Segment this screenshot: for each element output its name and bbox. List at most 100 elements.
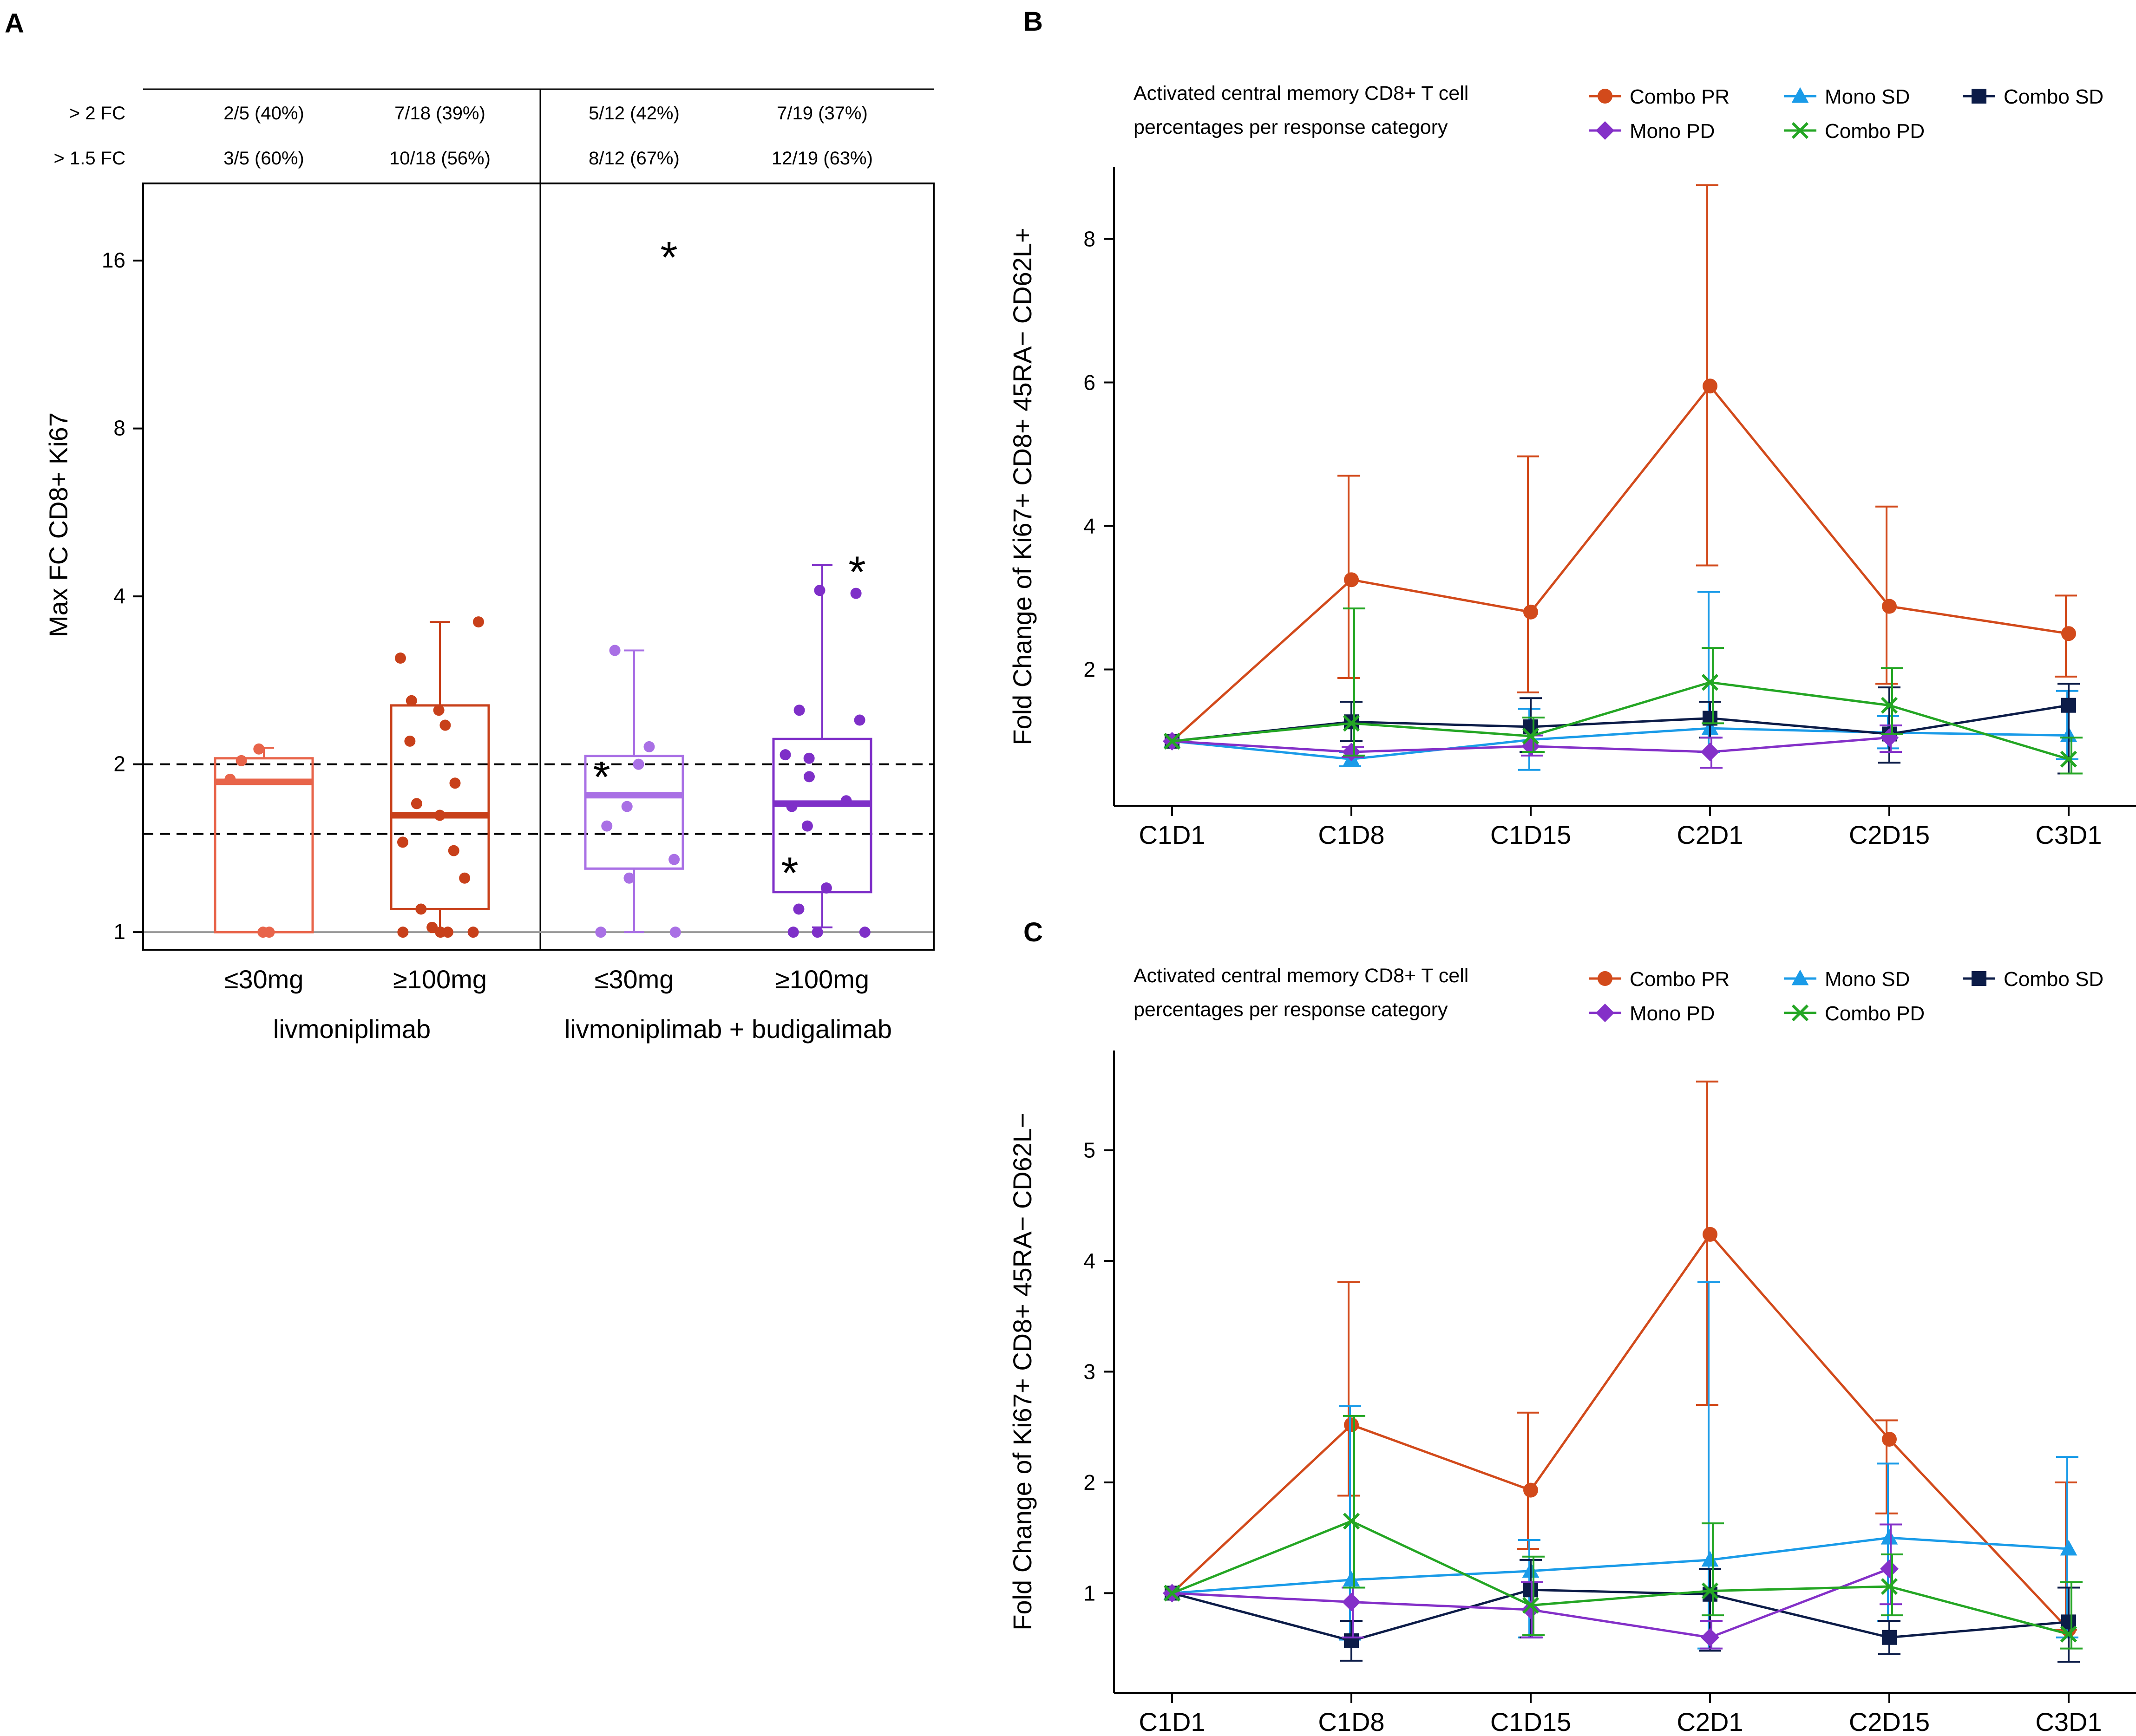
panel-b-linechart: 2 4 6 8 C1D1 C1D8 C1D15 C2D1 C2D15 C3D1 Fold Chang… (1008, 82, 2136, 849)
series-line (1172, 1520, 2069, 1636)
x-tick-label: C3D1 (2035, 820, 2102, 849)
box-point (442, 927, 453, 938)
box-point (411, 798, 422, 809)
y-tick-label: 16 (102, 248, 125, 272)
legend-marker (1791, 1004, 1809, 1022)
panel-a-boxplot: > 2 FC 2/5 (40%) 7/18 (39%) 5/12 (42%) 7/19 … (44, 88, 935, 1044)
data-point (1522, 728, 1540, 745)
box-point (801, 820, 813, 832)
series-combo-pr (1165, 184, 2077, 749)
plot-frame (142, 183, 935, 951)
box-iqr (584, 755, 684, 870)
chart-subtitle-line: percentages per response category (1134, 116, 1448, 138)
data-point (2060, 1540, 2077, 1556)
box-point (472, 616, 484, 628)
x-category-label: ≥100mg (393, 965, 487, 994)
box-star-outlier: * (848, 548, 865, 597)
box-point (601, 820, 613, 832)
header-cell: 7/18 (39%) (394, 103, 485, 124)
legend-label: Combo SD (2004, 968, 2103, 991)
box-point (224, 773, 236, 785)
box-point (434, 809, 446, 821)
y-tick-label: 1 (113, 920, 125, 944)
data-point (2060, 751, 2077, 768)
data-point (2061, 1614, 2076, 1630)
y-tick-label: 4 (113, 584, 125, 608)
data-point (1344, 1417, 1359, 1432)
y-tick-label: 2 (1083, 657, 1095, 681)
box-point (439, 719, 451, 731)
box-point (669, 927, 681, 938)
data-point (2061, 626, 2076, 641)
data-point (1701, 743, 1719, 762)
x-category-label: ≤30mg (224, 965, 304, 994)
legend-label: Mono PD (1630, 120, 1715, 143)
box-point (803, 752, 815, 764)
legend-item: Combo PR (1589, 968, 1730, 991)
box-point (433, 705, 445, 716)
y-tick-label: 8 (113, 416, 125, 440)
legend-label: Combo PD (1825, 1002, 1925, 1025)
series-line (1172, 727, 2069, 761)
box-point (404, 735, 416, 747)
box-point (787, 927, 799, 938)
x-tick-label: C1D15 (1490, 1707, 1571, 1736)
box-point (623, 872, 635, 884)
y-tick-label: 3 (1083, 1360, 1095, 1384)
x-tick-label: C3D1 (2035, 1707, 2102, 1736)
box-point (397, 836, 408, 848)
chart-subtitle-line: Activated central memory CD8+ T cell (1134, 965, 1468, 987)
series-line (1172, 1588, 2069, 1642)
data-point (1522, 1597, 1540, 1614)
box-point (633, 758, 644, 770)
y-tick-label: 1 (1083, 1581, 1095, 1605)
box-point (780, 749, 791, 761)
data-point (1342, 743, 1361, 762)
box-iqr (772, 737, 872, 894)
legend-item: Combo SD (1963, 968, 2103, 991)
x-tick-label: C2D1 (1677, 1707, 1743, 1736)
legend-label: Combo PR (1630, 85, 1730, 108)
header-cell: 3/5 (60%) (223, 148, 304, 169)
box-star-outlier: * (660, 233, 677, 282)
box-point (397, 927, 409, 938)
series-combo-pd (1163, 607, 2083, 775)
header-cell: 7/19 (37%) (777, 103, 868, 124)
box-point (793, 903, 805, 915)
legend-marker (1972, 89, 1986, 104)
x-tick-label: C2D1 (1677, 820, 1743, 849)
box-star-outlier: * (593, 752, 610, 802)
data-point (1882, 599, 1897, 614)
x-tick-label: C2D15 (1849, 820, 1930, 849)
x-category-label: ≤30mg (595, 965, 674, 994)
x-tick-label: C1D8 (1318, 1707, 1384, 1736)
box-point (406, 695, 417, 706)
y-tick-label: 4 (1083, 1249, 1095, 1273)
legend-item: Mono SD (1784, 85, 1910, 108)
legend-label: Combo SD (2004, 85, 2103, 108)
box-point (786, 801, 798, 812)
box-point (643, 741, 655, 752)
data-point (1523, 1582, 1538, 1598)
legend-marker (1598, 89, 1612, 104)
legend-marker (1596, 121, 1614, 140)
header-row-label: > 1.5 FC (53, 148, 125, 169)
data-point (1342, 1592, 1361, 1612)
y-tick-label: 2 (1083, 1470, 1095, 1495)
panel-letter-c: C (1023, 917, 1043, 947)
data-point (1880, 728, 1899, 747)
box-star-outlier: * (781, 848, 798, 898)
box-point (459, 872, 471, 884)
panel-letter-b: B (1023, 7, 1043, 37)
box-group (214, 743, 314, 938)
box-point (840, 795, 852, 807)
box-point (854, 714, 865, 726)
box-point (415, 903, 427, 915)
box-point (449, 777, 461, 789)
y-tick-label: 2 (113, 752, 125, 776)
data-point (1163, 732, 1181, 750)
series-line (1171, 1232, 2070, 1631)
legend-label: Mono SD (1825, 85, 1910, 108)
series-line (1172, 704, 2069, 743)
